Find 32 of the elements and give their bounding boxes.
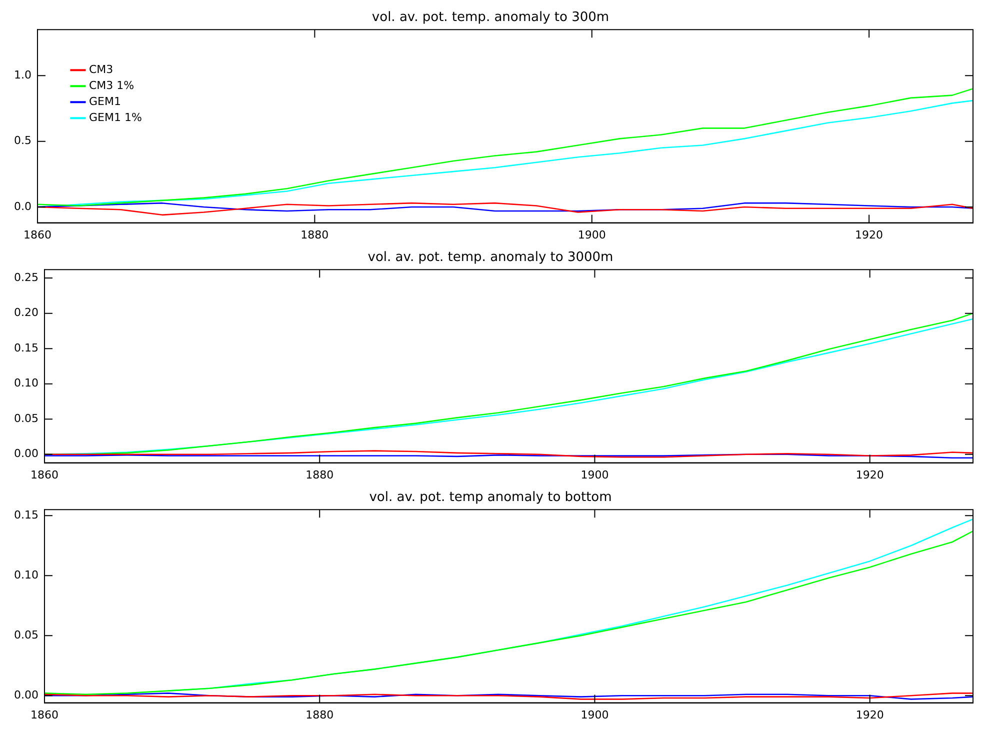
chart-title: vol. av. pot. temp. anomaly to 3000m — [368, 250, 614, 266]
chart-title: vol. av. pot. temp. anomaly to 300m — [372, 10, 610, 26]
x-tick-label: 1880 — [306, 468, 334, 482]
x-tick-label: 1880 — [306, 708, 334, 722]
legend-label: CM3 1% — [88, 78, 134, 92]
y-tick-label: 0.10 — [14, 376, 38, 390]
x-tick-label: 1900 — [580, 468, 609, 482]
x-tick-label: 1920 — [856, 708, 884, 722]
x-tick-label: 1860 — [30, 468, 58, 482]
chart-title: vol. av. pot. temp anomaly to bottom — [369, 490, 612, 506]
y-tick-label: 0.05 — [14, 628, 38, 642]
y-tick-label: 0.00 — [14, 447, 38, 460]
x-tick-label: 1900 — [578, 228, 606, 242]
y-tick-label: 0.5 — [14, 134, 32, 148]
y-tick-label: 0.25 — [14, 270, 38, 284]
y-tick-label: 0.10 — [14, 568, 38, 582]
x-tick-label: 1880 — [300, 228, 329, 242]
x-tick-label: 1860 — [30, 708, 58, 722]
x-tick-label: 1860 — [23, 228, 52, 242]
y-tick-label: 0.00 — [14, 688, 38, 702]
x-tick-label: 1920 — [855, 228, 884, 242]
x-tick-label: 1920 — [856, 468, 884, 482]
y-tick-label: 1.0 — [14, 68, 32, 82]
y-tick-label: 0.15 — [14, 341, 38, 354]
y-tick-label: 0.05 — [14, 412, 38, 425]
y-tick-label: 0.20 — [14, 306, 38, 320]
y-tick-label: 0.15 — [14, 508, 38, 522]
legend-label: GEM1 — [88, 94, 121, 108]
legend-label: GEM1 1% — [88, 110, 142, 124]
x-tick-label: 1900 — [580, 708, 609, 722]
legend-label: CM3 — [88, 62, 114, 76]
y-tick-label: 0.0 — [14, 200, 32, 213]
